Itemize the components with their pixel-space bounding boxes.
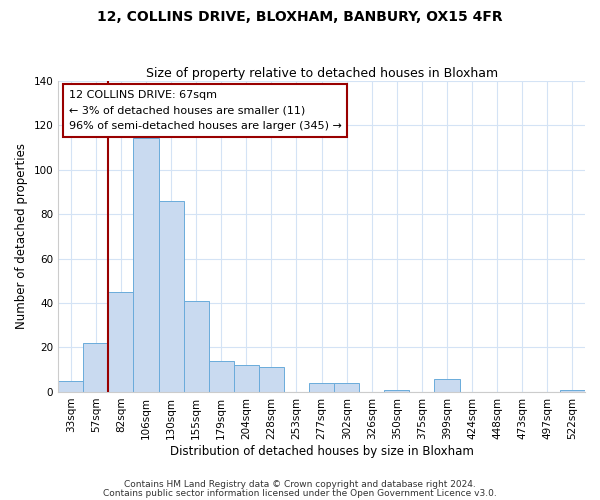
Bar <box>334 383 359 392</box>
Text: 12 COLLINS DRIVE: 67sqm
← 3% of detached houses are smaller (11)
96% of semi-det: 12 COLLINS DRIVE: 67sqm ← 3% of detached… <box>69 90 341 131</box>
Text: 12, COLLINS DRIVE, BLOXHAM, BANBURY, OX15 4FR: 12, COLLINS DRIVE, BLOXHAM, BANBURY, OX1… <box>97 10 503 24</box>
Bar <box>309 383 334 392</box>
Bar <box>434 378 460 392</box>
Y-axis label: Number of detached properties: Number of detached properties <box>15 144 28 330</box>
Bar <box>58 381 83 392</box>
Bar <box>83 343 109 392</box>
Bar <box>259 368 284 392</box>
Bar <box>158 200 184 392</box>
Bar <box>209 361 234 392</box>
Bar <box>234 366 259 392</box>
Bar <box>109 292 133 392</box>
Title: Size of property relative to detached houses in Bloxham: Size of property relative to detached ho… <box>146 66 497 80</box>
Text: Contains public sector information licensed under the Open Government Licence v3: Contains public sector information licen… <box>103 488 497 498</box>
Bar <box>133 138 158 392</box>
X-axis label: Distribution of detached houses by size in Bloxham: Distribution of detached houses by size … <box>170 444 473 458</box>
Bar <box>560 390 585 392</box>
Bar <box>184 301 209 392</box>
Text: Contains HM Land Registry data © Crown copyright and database right 2024.: Contains HM Land Registry data © Crown c… <box>124 480 476 489</box>
Bar <box>385 390 409 392</box>
